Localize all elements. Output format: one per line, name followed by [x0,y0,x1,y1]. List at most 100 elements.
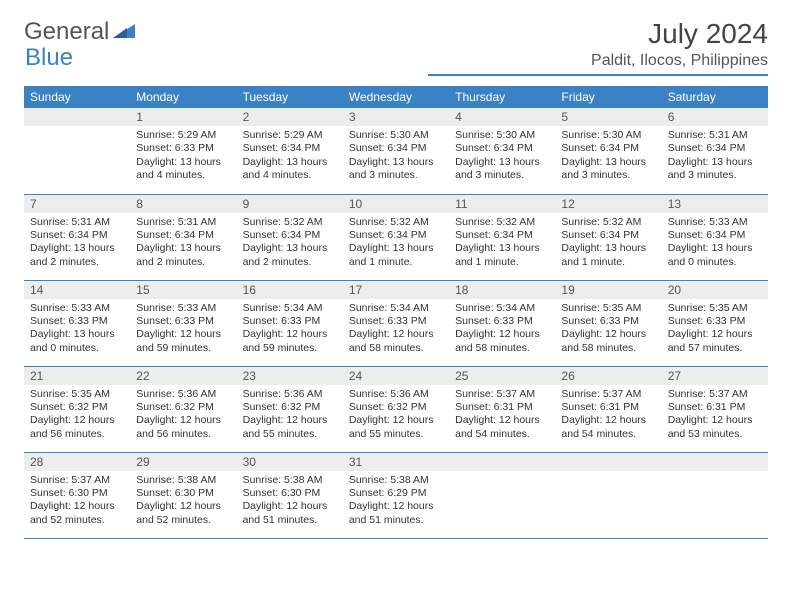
daylight-line: Daylight: 12 hours and 59 minutes. [136,328,230,355]
day-body: Sunrise: 5:38 AMSunset: 6:30 PMDaylight:… [130,471,236,532]
calendar-day-cell: 4Sunrise: 5:30 AMSunset: 6:34 PMDaylight… [449,108,555,194]
day-number [662,453,768,471]
sunrise-line: Sunrise: 5:35 AM [668,302,762,315]
daylight-line: Daylight: 12 hours and 52 minutes. [136,500,230,527]
day-number: 15 [130,281,236,299]
calendar-week-row: 1 Sunrise: 5:29 AM Sunset: 6:33 PM Daylight… [24,108,768,194]
sunrise-line: Sunrise: 5:35 AM [30,388,124,401]
day-body: Sunrise: 5:31 AMSunset: 6:34 PMDaylight:… [662,126,768,187]
day-body: Sunrise: 5:37 AMSunset: 6:30 PMDaylight:… [24,471,130,532]
title-block: July 2024 Paldit, Ilocos, Philippines [428,18,768,76]
sunset-line: Sunset: 6:33 PM [136,315,230,328]
daylight-line: Daylight: 13 hours and 1 minute. [561,242,655,269]
calendar-day-cell: 24 Sunrise: 5:36 AMSunset: 6:32 PMDayligh… [343,366,449,452]
sunrise-line: Sunrise: 5:38 AM [136,474,230,487]
day-body: Sunrise: 5:29 AMSunset: 6:34 PMDaylight:… [237,126,343,187]
sunrise-line: Sunrise: 5:34 AM [349,302,443,315]
day-number: 3 [343,108,449,126]
calendar-day-cell: 22Sunrise: 5:36 AMSunset: 6:32 PMDayligh… [130,366,236,452]
sunrise-line: Sunrise: 5:37 AM [455,388,549,401]
day-body: Sunrise: 5:32 AMSunset: 6:34 PMDaylight:… [343,213,449,274]
sunset-line: Sunset: 6:34 PM [561,229,655,242]
sunset-line: Sunset: 6:33 PM [136,142,230,155]
daylight-line: Daylight: 13 hours and 3 minutes. [668,156,762,183]
day-number: 22 [130,367,236,385]
calendar-day-cell: 9Sunrise: 5:32 AMSunset: 6:34 PMDaylight… [237,194,343,280]
day-number: 1 [130,108,236,126]
weekday-header-row: Sunday Monday Tuesday Wednesday Thursday… [24,86,768,108]
sunrise-line: Sunrise: 5:36 AM [349,388,443,401]
daylight-line: Daylight: 13 hours and 1 minute. [349,242,443,269]
month-title: July 2024 [428,18,768,50]
sunrise-line: Sunrise: 5:35 AM [561,302,655,315]
sunrise-line: Sunrise: 5:37 AM [668,388,762,401]
calendar-day-cell: 31Sunrise: 5:38 AMSunset: 6:29 PMDayligh… [343,452,449,538]
sunrise-line: Sunrise: 5:30 AM [561,129,655,142]
day-body: Sunrise: 5:38 AMSunset: 6:29 PMDaylight:… [343,471,449,532]
sunrise-line: Sunrise: 5:33 AM [136,302,230,315]
day-body: Sunrise: 5:31 AMSunset: 6:34 PMDaylight:… [130,213,236,274]
sunrise-line: Sunrise: 5:31 AM [30,216,124,229]
day-number: 6 [662,108,768,126]
sunset-line: Sunset: 6:33 PM [30,315,124,328]
day-body: Sunrise: 5:36 AMSunset: 6:32 PMDaylight:… [237,385,343,446]
daylight-line: Daylight: 12 hours and 56 minutes. [136,414,230,441]
sunrise-line: Sunrise: 5:31 AM [668,129,762,142]
day-body: Sunrise: 5:35 AMSunset: 6:33 PMDaylight:… [555,299,661,360]
weekday-header: Thursday [449,86,555,108]
daylight-line: Daylight: 12 hours and 51 minutes. [243,500,337,527]
day-number [449,453,555,471]
day-body: Sunrise: 5:32 AMSunset: 6:34 PMDaylight:… [449,213,555,274]
calendar-day-cell [24,108,130,194]
sunset-line: Sunset: 6:33 PM [668,315,762,328]
sunset-line: Sunset: 6:34 PM [243,142,337,155]
sunrise-line: Sunrise: 5:32 AM [455,216,549,229]
sunrise-line: Sunrise: 5:29 AM [243,129,337,142]
day-body: Sunrise: 5:35 AMSunset: 6:33 PMDaylight:… [662,299,768,360]
day-number: 21 [24,367,130,385]
sunset-line: Sunset: 6:34 PM [455,142,549,155]
day-body: Sunrise: 5:30 AMSunset: 6:34 PMDaylight:… [343,126,449,187]
day-number: 24 [343,367,449,385]
sunrise-line: Sunrise: 5:37 AM [561,388,655,401]
day-number: 10 [343,195,449,213]
day-number: 26 [555,367,661,385]
calendar-day-cell: 13Sunrise: 5:33 AMSunset: 6:34 PMDayligh… [662,194,768,280]
day-number: 9 [237,195,343,213]
sunset-line: Sunset: 6:34 PM [349,229,443,242]
daylight-line: Daylight: 13 hours and 3 minutes. [561,156,655,183]
sunset-line: Sunset: 6:33 PM [243,315,337,328]
weekday-header: Sunday [24,86,130,108]
day-number: 5 [555,108,661,126]
calendar-week-row: 28Sunrise: 5:37 AMSunset: 6:30 PMDayligh… [24,452,768,538]
sunset-line: Sunset: 6:34 PM [136,229,230,242]
calendar-day-cell: 2Sunrise: 5:29 AMSunset: 6:34 PMDaylight… [237,108,343,194]
sunset-line: Sunset: 6:30 PM [136,487,230,500]
day-number: 2 [237,108,343,126]
calendar-day-cell [555,452,661,538]
calendar-day-cell: 7Sunrise: 5:31 AMSunset: 6:34 PMDaylight… [24,194,130,280]
calendar-day-cell: 8Sunrise: 5:31 AMSunset: 6:34 PMDaylight… [130,194,236,280]
day-body: Sunrise: 5:33 AMSunset: 6:33 PMDaylight:… [24,299,130,360]
day-body: Sunrise: 5:37 AMSunset: 6:31 PMDaylight:… [555,385,661,446]
sunset-line: Sunset: 6:34 PM [455,229,549,242]
day-body: Sunrise: 5:33 AMSunset: 6:33 PMDaylight:… [130,299,236,360]
sunset-line: Sunset: 6:32 PM [349,401,443,414]
daylight-line: Daylight: 12 hours and 58 minutes. [349,328,443,355]
daylight-line: Daylight: 12 hours and 55 minutes. [349,414,443,441]
sunset-line: Sunset: 6:34 PM [561,142,655,155]
calendar-day-cell: 5 Sunrise: 5:30 AMSunset: 6:34 PMDaylight… [555,108,661,194]
daylight-line: Daylight: 12 hours and 57 minutes. [668,328,762,355]
logo: General [24,18,137,46]
location: Paldit, Ilocos, Philippines [428,52,768,76]
day-number: 14 [24,281,130,299]
day-body: Sunrise: 5:37 AMSunset: 6:31 PMDaylight:… [449,385,555,446]
day-number: 20 [662,281,768,299]
day-number: 19 [555,281,661,299]
sunset-line: Sunset: 6:30 PM [243,487,337,500]
calendar-day-cell: 18Sunrise: 5:34 AMSunset: 6:33 PMDayligh… [449,280,555,366]
day-number: 4 [449,108,555,126]
daylight-line: Daylight: 13 hours and 3 minutes. [349,156,443,183]
daylight-line: Daylight: 12 hours and 59 minutes. [243,328,337,355]
daylight-line: Daylight: 13 hours and 2 minutes. [136,242,230,269]
